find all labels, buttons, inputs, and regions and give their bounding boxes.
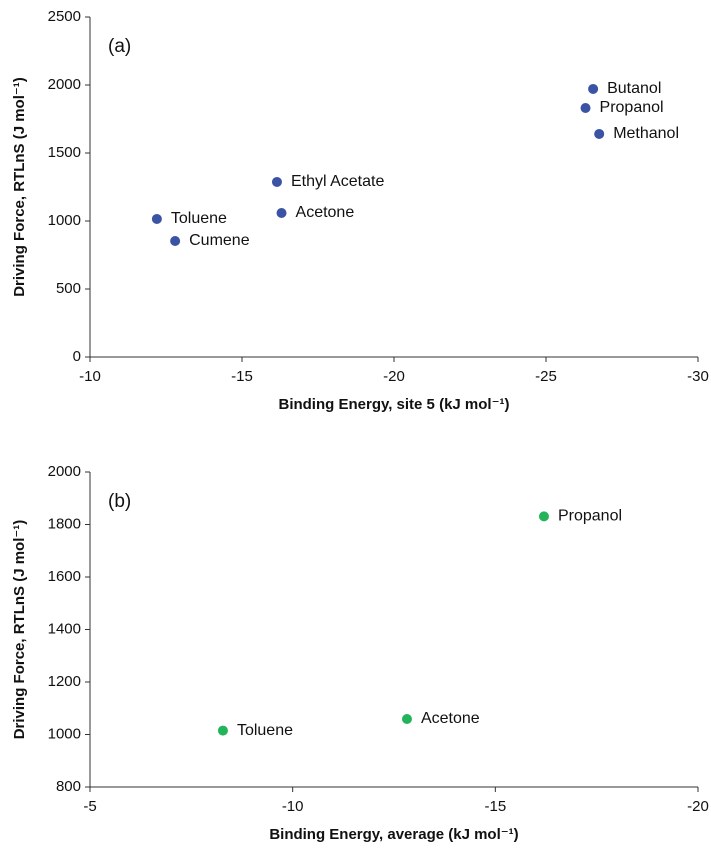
- point-label: Butanol: [607, 80, 661, 97]
- y-tick-label: 1200: [48, 673, 81, 690]
- x-tick-label: -30: [687, 368, 709, 385]
- point: [217, 725, 228, 736]
- y-tick-label: 2500: [48, 8, 81, 25]
- point-label: Cumene: [189, 232, 250, 249]
- point: [401, 714, 412, 725]
- x-tick-label: -25: [535, 368, 557, 385]
- y-tick-label: 1000: [48, 212, 81, 229]
- point: [580, 102, 591, 113]
- y-tick-label: 1800: [48, 515, 81, 532]
- x-axis-label: Binding Energy, site 5 (kJ mol⁻¹): [278, 396, 509, 413]
- point: [170, 235, 181, 246]
- x-tick-label: -15: [231, 368, 253, 385]
- point-label: Ethyl Acetate: [291, 173, 384, 190]
- y-tick-label: 0: [73, 348, 81, 365]
- y-tick-label: 1500: [48, 144, 81, 161]
- x-tick-label: -20: [687, 798, 709, 815]
- point-label: Acetone: [296, 204, 355, 221]
- x-tick-label: -20: [383, 368, 405, 385]
- y-tick-label: 500: [56, 280, 81, 297]
- panel-label: (b): [108, 491, 131, 512]
- point-label: Propanol: [558, 508, 622, 525]
- x-tick-label: -10: [282, 798, 304, 815]
- x-tick-label: -15: [484, 798, 506, 815]
- y-tick-label: 1000: [48, 725, 81, 742]
- point-label: Propanol: [600, 99, 664, 116]
- point: [276, 207, 287, 218]
- y-axis-label: Driving Force, RTLnS (J mol⁻¹): [11, 77, 28, 297]
- y-axis-label: Driving Force, RTLnS (J mol⁻¹): [11, 520, 28, 740]
- x-tick-label: -10: [79, 368, 101, 385]
- point: [588, 83, 599, 94]
- y-tick-label: 2000: [48, 76, 81, 93]
- y-tick-label: 800: [56, 778, 81, 795]
- point: [151, 213, 162, 224]
- point-label: Methanol: [613, 125, 679, 142]
- x-tick-label: -5: [83, 798, 96, 815]
- x-axis-label: Binding Energy, average (kJ mol⁻¹): [269, 826, 518, 843]
- point-label: Toluene: [171, 210, 227, 227]
- y-tick-label: 2000: [48, 463, 81, 480]
- point-label: Acetone: [421, 710, 480, 727]
- point-label: Toluene: [237, 722, 293, 739]
- point: [594, 128, 605, 139]
- point: [538, 511, 549, 522]
- point: [271, 176, 282, 187]
- y-tick-label: 1600: [48, 568, 81, 585]
- y-tick-label: 1400: [48, 620, 81, 637]
- panel-label: (a): [108, 36, 131, 57]
